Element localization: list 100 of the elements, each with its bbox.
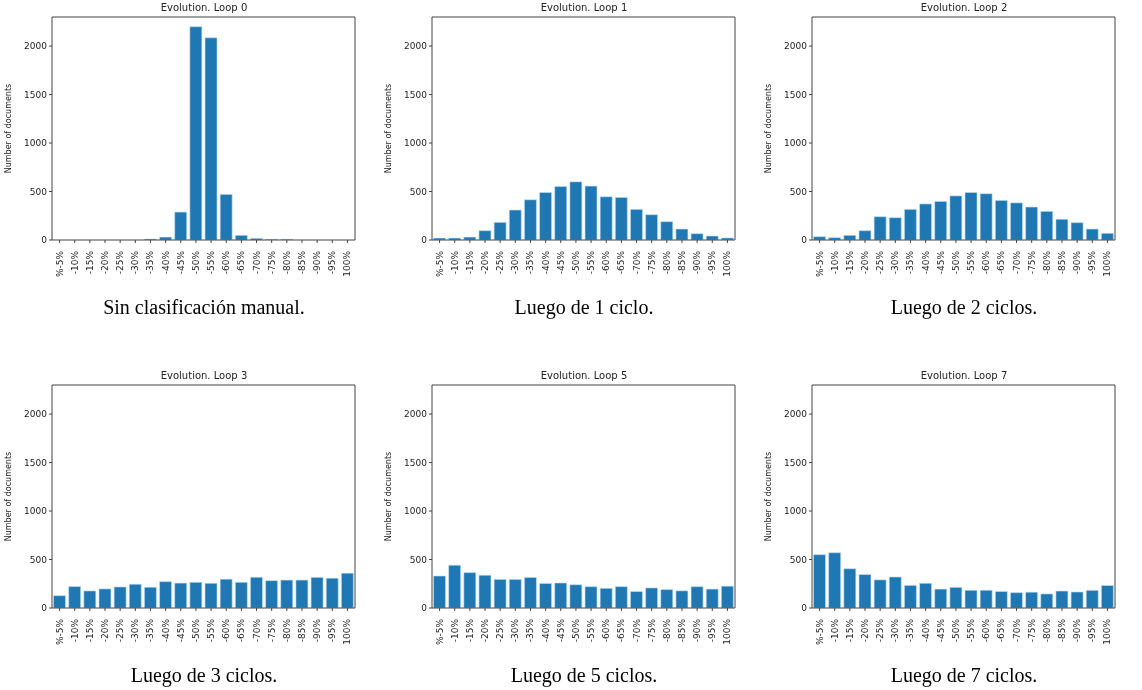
x-tick-label: -20% <box>480 250 491 275</box>
x-tick-label: -35% <box>905 250 916 275</box>
x-tick-label: %-5% <box>814 250 825 278</box>
x-tick-label: -40% <box>540 250 551 275</box>
x-tick-label: 100% <box>722 250 733 277</box>
x-tick-label: -75% <box>266 618 277 643</box>
text: Luego de 1 ciclo. <box>513 296 655 319</box>
x-tick-label: -95% <box>327 618 338 643</box>
x-tick-label: -65% <box>996 618 1007 643</box>
x-tick-label: -15% <box>84 250 95 275</box>
x-tick-label: -75% <box>1026 618 1037 643</box>
x-tick-label: -50% <box>950 618 961 643</box>
x-tick-label: -45% <box>175 618 186 643</box>
x-tick-label: -65% <box>236 618 247 643</box>
x-tick-label: -95% <box>1087 250 1098 275</box>
x-tick-label: -45% <box>935 618 946 643</box>
y-tick-label: 500 <box>409 186 428 197</box>
x-tick-label: -20% <box>860 250 871 275</box>
x-tick-label: -90% <box>692 250 703 275</box>
x-tick-label: -45% <box>555 250 566 275</box>
x-tick-label: -60% <box>981 250 992 275</box>
x-tick-label: -70% <box>631 618 642 643</box>
x-tick-label: -40% <box>920 618 931 643</box>
x-tick-label: -10% <box>829 618 840 643</box>
text: Luego de 5 ciclos. <box>509 664 659 687</box>
x-tick-label: -30% <box>890 618 901 643</box>
y-tick-label: 0 <box>421 603 428 614</box>
x-tick-label: -45% <box>175 250 186 275</box>
x-tick-label: -35% <box>905 618 916 643</box>
x-tick-label: -60% <box>981 618 992 643</box>
y-tick-label: 2000 <box>404 409 428 420</box>
x-tick-label: -60% <box>221 618 232 643</box>
x-tick-label: -65% <box>996 250 1007 275</box>
x-tick-label: -30% <box>130 618 141 643</box>
x-tick-label: -35% <box>525 618 536 643</box>
y-tick-label: 1000 <box>784 506 808 517</box>
x-tick-label: -20% <box>860 618 871 643</box>
y-tick-label: 1000 <box>404 138 428 149</box>
x-tick-label: -15% <box>464 618 475 643</box>
x-tick-label: -90% <box>312 250 323 275</box>
x-tick-label: -60% <box>601 250 612 275</box>
x-tick-label: -10% <box>449 250 460 275</box>
y-axis-title: Number of documents <box>383 451 393 542</box>
x-tick-label: -20% <box>100 618 111 643</box>
text: Luego de 3 ciclos. <box>129 664 279 687</box>
x-tick-label: 100% <box>1102 618 1113 645</box>
x-tick-label: -40% <box>160 250 171 275</box>
y-axis-title: Number of documents <box>3 451 13 542</box>
chart-title: Evolution. Loop 7 <box>919 369 1009 383</box>
x-tick-label: -85% <box>296 250 307 275</box>
x-tick-label: -25% <box>875 618 886 643</box>
y-tick-label: 1000 <box>404 506 428 517</box>
y-tick-label: 2000 <box>24 41 48 52</box>
x-tick-label: -65% <box>616 618 627 643</box>
y-tick-label: 2000 <box>404 41 428 52</box>
x-tick-label: %-5% <box>814 618 825 646</box>
text: Sin clasificación manual. <box>102 296 306 319</box>
x-tick-label: -30% <box>130 250 141 275</box>
x-tick-label: -85% <box>676 250 687 275</box>
x-tick-label: -75% <box>1026 250 1037 275</box>
x-tick-label: -90% <box>692 618 703 643</box>
x-tick-label: -25% <box>115 618 126 643</box>
x-tick-label: -65% <box>236 250 247 275</box>
y-tick-label: 500 <box>29 186 48 197</box>
x-tick-label: -50% <box>190 618 201 643</box>
y-tick-label: 0 <box>41 603 48 614</box>
x-tick-label: 100% <box>342 250 353 277</box>
chart-title: Evolution. Loop 2 <box>919 1 1009 15</box>
x-tick-label: -95% <box>1087 618 1098 643</box>
x-tick-label: -95% <box>707 250 718 275</box>
x-tick-label: -15% <box>844 618 855 643</box>
x-tick-label: -70% <box>1011 618 1022 643</box>
y-tick-label: 500 <box>29 554 48 565</box>
x-tick-label: -55% <box>586 618 597 643</box>
x-tick-label: -35% <box>145 618 156 643</box>
x-tick-label: %-5% <box>54 618 65 646</box>
x-tick-label: -90% <box>312 618 323 643</box>
y-tick-label: 1500 <box>404 89 428 100</box>
x-tick-label: -20% <box>100 250 111 275</box>
y-tick-label: 1500 <box>24 89 48 100</box>
x-tick-label: -25% <box>115 250 126 275</box>
x-tick-label: -70% <box>251 618 262 643</box>
y-tick-label: 1500 <box>784 89 808 100</box>
y-tick-label: 500 <box>789 554 808 565</box>
x-tick-label: -10% <box>449 618 460 643</box>
x-tick-label: -75% <box>266 250 277 275</box>
x-tick-label: -80% <box>281 250 292 275</box>
y-axis-title: Number of documents <box>383 83 393 174</box>
x-tick-label: 100% <box>722 618 733 645</box>
x-tick-label: -35% <box>525 250 536 275</box>
x-tick-label: -20% <box>480 618 491 643</box>
x-tick-label: -90% <box>1072 250 1083 275</box>
x-tick-label: 100% <box>342 618 353 645</box>
x-tick-label: -55% <box>966 250 977 275</box>
y-tick-label: 500 <box>409 554 428 565</box>
x-tick-label: -55% <box>206 618 217 643</box>
y-tick-label: 2000 <box>24 409 48 420</box>
text: Luego de 2 ciclos. <box>889 296 1039 319</box>
x-tick-label: -10% <box>69 250 80 275</box>
y-tick-label: 2000 <box>784 41 808 52</box>
